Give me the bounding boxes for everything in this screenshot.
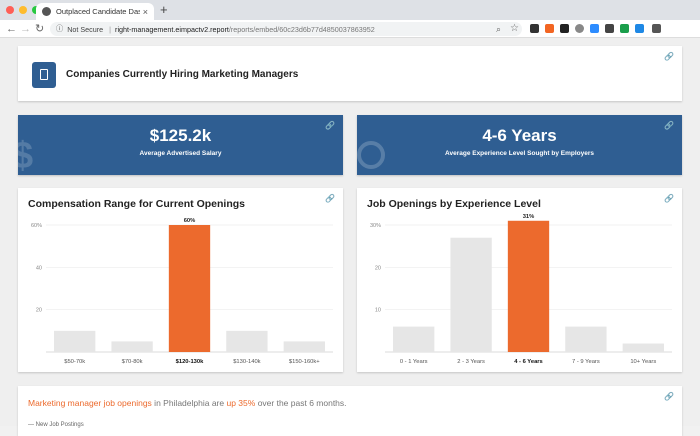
stat-label: Average Advertised Salary bbox=[139, 150, 222, 157]
bar bbox=[393, 326, 435, 352]
stat-value: $125.2k bbox=[149, 126, 212, 145]
clock-icon bbox=[357, 141, 385, 169]
close-tab-icon[interactable]: × bbox=[142, 6, 148, 17]
chart-title: Job Openings by Experience Level bbox=[367, 198, 541, 210]
forward-icon[interactable]: → bbox=[20, 23, 31, 35]
extension-icon[interactable] bbox=[620, 24, 629, 33]
x-tick-label: 4 - 6 Years bbox=[514, 359, 543, 365]
url-separator: | bbox=[109, 24, 112, 34]
extension-icon[interactable] bbox=[590, 24, 599, 33]
x-tick-label: $70-80k bbox=[122, 359, 143, 365]
insight-text-part: in Philadelphia are bbox=[151, 398, 227, 408]
reload-icon[interactable]: ↻ bbox=[35, 23, 45, 35]
new-tab-button[interactable]: + bbox=[160, 2, 168, 17]
link-icon[interactable]: 🔗 bbox=[664, 194, 674, 203]
not-secure-label: Not Secure bbox=[67, 24, 104, 34]
url-path: /reports/embed/60c23d6b77d4850037863952 bbox=[228, 24, 375, 34]
x-tick-label: 7 - 9 Years bbox=[572, 359, 600, 365]
x-tick-label: 0 - 1 Years bbox=[400, 359, 428, 365]
extension-icon[interactable] bbox=[635, 24, 644, 33]
insight-highlight: Marketing manager job openings bbox=[28, 398, 152, 408]
bar bbox=[54, 330, 96, 352]
window-controls bbox=[6, 6, 40, 14]
experience-bar-chart: 30% 20 10 0 - 1 Years 2 - 3 Years 4 - 6 Years… bbox=[370, 214, 672, 365]
bar bbox=[622, 343, 664, 352]
x-tick-label: $120-130k bbox=[176, 359, 204, 365]
bar bbox=[111, 341, 153, 352]
info-icon[interactable]: ⓘ bbox=[56, 24, 64, 33]
dollar-icon: $ bbox=[18, 135, 34, 175]
data-label: 60% bbox=[184, 218, 196, 224]
y-tick-label: 20 bbox=[375, 265, 381, 271]
url-host: right-management.eimpactv2.report bbox=[115, 24, 229, 34]
y-tick-label: 60% bbox=[31, 223, 42, 229]
back-icon[interactable]: ← bbox=[6, 23, 17, 35]
x-tick-label: 10+ Years bbox=[630, 359, 656, 365]
extension-icon[interactable] bbox=[605, 24, 614, 33]
mobile-phone-icon bbox=[32, 62, 56, 88]
address-bar[interactable]: ⓘ Not Secure | right-management.eimpactv… bbox=[50, 22, 522, 36]
chart-title: Compensation Range for Current Openings bbox=[28, 198, 246, 210]
y-tick-label: 20 bbox=[36, 308, 42, 314]
insight-text: Marketing manager job openings in Philad… bbox=[28, 398, 347, 408]
x-tick-label: $130-140k bbox=[233, 359, 260, 365]
browser-toolbar: ← → ↻ ⓘ Not Secure | right-management.ei… bbox=[0, 20, 700, 54]
legend-label: New Job Postings bbox=[35, 422, 84, 428]
x-tick-label: $150-160k+ bbox=[289, 359, 320, 365]
minimize-window-button[interactable] bbox=[19, 6, 27, 14]
x-tick-label: 2 - 3 Years bbox=[457, 359, 485, 365]
compensation-bar-chart: 60% 40 20 $50-70k $70-80k $120-130k 60% $130-14… bbox=[31, 218, 333, 365]
link-icon[interactable]: 🔗 bbox=[325, 121, 335, 130]
tab-title: Outplaced Candidate Dashbo bbox=[56, 7, 140, 16]
bar bbox=[226, 330, 268, 352]
x-tick-label: $50-70k bbox=[64, 359, 85, 365]
globe-icon bbox=[42, 7, 51, 16]
header-card: Companies Currently Hiring Marketing Man… bbox=[18, 46, 682, 101]
data-label: 31% bbox=[523, 214, 535, 220]
link-icon[interactable]: 🔗 bbox=[664, 52, 674, 61]
y-tick-label: 10 bbox=[375, 308, 381, 314]
browser-tab[interactable]: Outplaced Candidate Dashbo × bbox=[36, 3, 154, 20]
insight-text-part: over the past 6 months. bbox=[255, 398, 347, 408]
insight-highlight: up 35% bbox=[226, 398, 256, 408]
y-tick-label: 40 bbox=[36, 265, 42, 271]
stat-label: Average Experience Level Sought by Emplo… bbox=[445, 150, 594, 157]
y-tick-label: 30% bbox=[370, 223, 381, 229]
bar bbox=[283, 341, 325, 352]
zoom-icon[interactable]: ⌕ bbox=[496, 24, 502, 34]
stat-card-experience: 4-6 Years Average Experience Level Sough… bbox=[357, 115, 682, 175]
extension-icon[interactable] bbox=[560, 24, 569, 33]
bar bbox=[565, 326, 607, 352]
chart-card-experience: Job Openings by Experience Level 🔗 30% 20… bbox=[357, 188, 682, 372]
extension-icon[interactable] bbox=[575, 24, 584, 33]
dashboard-page: Companies Currently Hiring Marketing Man… bbox=[0, 38, 700, 436]
insight-card: Marketing manager job openings in Philad… bbox=[18, 386, 682, 436]
bar bbox=[450, 237, 492, 352]
extension-icon[interactable] bbox=[545, 24, 554, 33]
extension-icon[interactable] bbox=[530, 24, 539, 33]
link-icon[interactable]: 🔗 bbox=[664, 392, 674, 401]
stat-value: 4-6 Years bbox=[482, 126, 557, 145]
link-icon[interactable]: 🔗 bbox=[325, 194, 335, 203]
link-icon[interactable]: 🔗 bbox=[664, 121, 674, 130]
chart-card-compensation: Compensation Range for Current Openings … bbox=[18, 188, 343, 372]
chart-legend: — New Job Postings bbox=[28, 422, 84, 428]
browser-titlebar: Outplaced Candidate Dashbo × + bbox=[0, 0, 700, 20]
stat-card-salary: $ $125.2k Average Advertised Salary 🔗 bbox=[18, 115, 343, 175]
close-window-button[interactable] bbox=[6, 6, 14, 14]
bar bbox=[507, 220, 550, 352]
bar bbox=[168, 225, 211, 352]
header-title: Companies Currently Hiring Marketing Man… bbox=[66, 69, 299, 80]
puzzle-icon[interactable] bbox=[652, 24, 661, 33]
bookmark-star-icon[interactable]: ☆ bbox=[510, 23, 519, 34]
